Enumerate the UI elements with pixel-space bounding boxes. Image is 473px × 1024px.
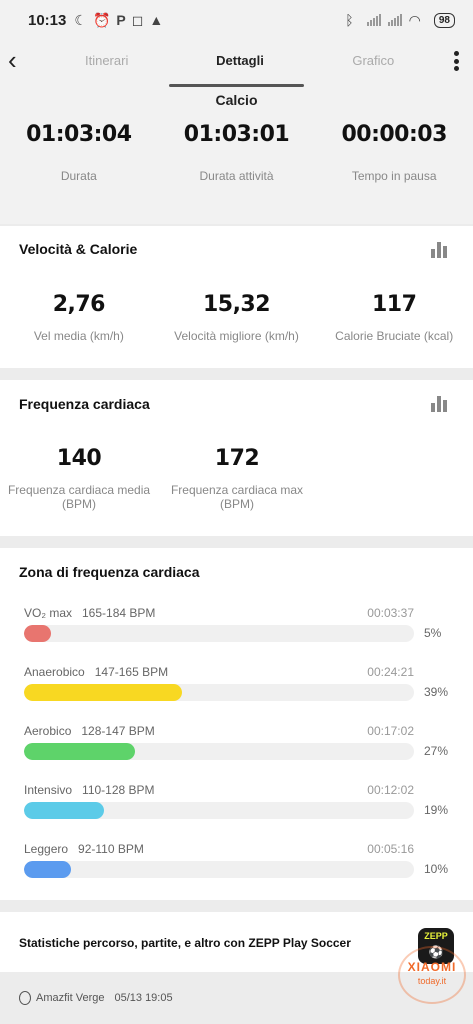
zone-percent: 5% [424,626,442,640]
zone-bpm: 147-165 BPM [94,665,169,679]
device-date: 05/13 19:05 [114,992,173,1004]
zone-bar-track [24,861,414,878]
zone-name: Aerobico [24,724,72,738]
zone-name: Anaerobico [24,665,85,679]
zone-percent: 19% [424,803,449,817]
zone-bar-track [24,802,414,819]
device-info: Amazfit Verge 05/13 19:05 [0,972,473,1024]
zone-bpm: 110-128 BPM [82,783,155,797]
stat-best-speed: 15,32 Velocità migliore (km/h) [158,292,316,343]
zone-name: Leggero [24,842,69,856]
bluetooth-icon: ᛒ [345,12,354,28]
zone-time: 00:12:02 [367,783,414,797]
zone-bar-fill [24,861,71,878]
stat-label: Tempo in pausa [351,169,437,183]
stat-value: 00:00:03 [341,122,447,147]
stat-duration: 01:03:04 Durata [0,122,158,183]
alarm-icon: ⏰ [92,11,111,28]
stat-label: Calorie Bruciate (kcal) [335,329,454,343]
instagram-icon: ◻ [131,11,144,28]
stat-label: Frequenza cardiaca max (BPM) [170,483,304,511]
activity-name: Calcio [215,92,258,108]
signal-icon [387,14,402,26]
zepp-logo-text: ZEPP [424,931,448,941]
tab-bar: Itinerari Dettagli Grafico [40,40,440,90]
zone-name: Intensivo [24,783,73,797]
zone-time: 00:17:02 [367,724,414,738]
card-title: Velocità & Calorie [19,241,138,257]
stat-label: Durata attività [199,169,274,183]
stat-value: 15,32 [202,292,271,317]
stat-label: Frequenza cardiaca media (BPM) [7,483,151,511]
bar-chart-icon[interactable] [431,396,451,412]
stat-value: 140 [56,446,102,471]
active-tab-indicator [169,84,304,87]
stat-value: 01:03:04 [26,122,132,147]
zone-time: 00:24:21 [367,665,414,679]
back-arrow-icon[interactable]: ‹ [8,45,17,75]
status-time: 10:13 [28,11,67,29]
tab-dettagli[interactable]: Dettagli [216,53,264,68]
status-bar: 10:13 ☾ ⏰ P ◻ ▲ ᛒ ◠ 98 [0,0,473,40]
signal-icon [366,14,381,26]
zone-bpm: 92-110 BPM [78,842,144,856]
zone-bar-track [24,625,414,642]
zone-percent: 10% [424,862,449,876]
zepp-promo-banner[interactable]: Statistiche percorso, partite, e altro c… [0,912,473,972]
stat-value: 117 [371,292,417,317]
stat-pause-time: 00:00:03 Tempo in pausa [315,122,473,183]
watermark-brand: XIAOMI [407,960,457,974]
zone-percent: 39% [424,685,449,699]
zone-bar-fill [24,684,182,701]
stat-value: 2,76 [52,292,106,317]
header: ‹ Itinerari Dettagli Grafico Calcio 01:0… [0,40,473,224]
speed-calories-card: Velocità & Calorie 2,76 Vel media (km/h)… [0,226,473,368]
watermark-ring [398,946,466,1004]
stat-label: Velocità migliore (km/h) [174,329,299,343]
zone-time: 00:03:37 [367,606,414,620]
zone-bar-fill [24,802,104,819]
battery-indicator: 98 [433,12,455,28]
moon-icon: ☾ [74,11,87,28]
heart-rate-card: Frequenza cardiaca 140 Frequenza cardiac… [0,380,473,536]
stat-value: 01:03:01 [183,122,290,147]
promo-text: Statistiche percorso, partite, e altro c… [19,936,351,950]
zone-name: VO₂ max [24,606,72,620]
p-icon: P [116,12,126,28]
stat-value: 172 [214,446,260,471]
tab-itinerari[interactable]: Itinerari [84,53,129,68]
zone-bpm: 128-147 BPM [81,724,155,738]
wifi-icon: ◠ [408,11,421,28]
card-title: Zona di frequenza cardiaca [19,564,200,580]
stat-calories: 117 Calorie Bruciate (kcal) [315,292,473,343]
card-title: Frequenza cardiaca [19,396,150,412]
watermark-site: today.it [417,976,447,986]
zone-bar-fill [24,743,136,760]
zone-bar-fill [24,625,52,642]
bar-chart-icon[interactable] [431,242,451,258]
more-menu-icon[interactable] [448,48,464,74]
zone-time: 00:05:16 [367,842,414,856]
stat-activity-duration: 01:03:01 Durata attività [158,122,316,183]
zone-bar-track [24,684,414,701]
watermark: XIAOMI today.it [396,946,468,1020]
summary-stats: 01:03:04 Durata 01:03:01 Durata attività… [0,122,473,183]
device-name: Amazfit Verge [36,992,105,1004]
zone-percent: 27% [424,744,449,758]
stat-label: Vel media (km/h) [33,329,124,343]
stat-max-hr: 172 Frequenza cardiaca max (BPM) [158,446,316,511]
stat-avg-speed: 2,76 Vel media (km/h) [0,292,158,343]
tab-grafico[interactable]: Grafico [352,53,395,68]
zone-bpm: 165-184 BPM [82,606,156,620]
watch-icon [19,991,31,1005]
heart-rate-zones-card: Zona di frequenza cardiaca VO₂ max 165-18… [0,548,473,900]
zone-bar-track [24,743,414,760]
stat-avg-hr: 140 Frequenza cardiaca media (BPM) [0,446,158,511]
stat-label: Durata [60,169,97,183]
a-icon: ▲ [149,12,164,28]
speed-stats: 2,76 Vel media (km/h) 15,32 Velocità mig… [0,292,473,343]
